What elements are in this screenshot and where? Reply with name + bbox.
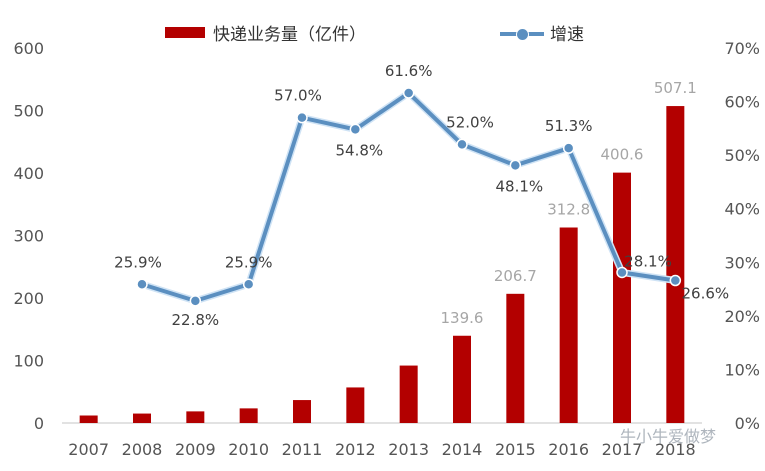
volume-bar: [293, 400, 311, 423]
legend: 快递业务量（亿件） 增速: [0, 20, 765, 48]
growth-value-label: 61.6%: [385, 62, 433, 80]
volume-bar: [239, 408, 258, 423]
x-axis-tick: 2010: [228, 440, 269, 459]
volume-bar: [399, 365, 418, 423]
growth-line: [141, 91, 676, 303]
growth-value-label: 25.9%: [114, 253, 162, 271]
growth-value-label: 54.8%: [336, 141, 384, 159]
x-axis-tick: 2007: [68, 440, 109, 459]
bar-value-label: 139.6: [441, 309, 484, 327]
volume-bar: [453, 335, 471, 423]
legend-label-growth: 增速: [550, 25, 584, 45]
growth-marker: [349, 123, 362, 136]
left-axis-tick: 500: [13, 102, 44, 121]
growth-marker: [296, 111, 308, 124]
x-axis-tick: 2011: [282, 440, 323, 459]
right-axis-tick: 30%: [724, 253, 760, 272]
volume-bar: [666, 106, 685, 423]
x-axis-tick: 2012: [335, 440, 376, 459]
x-axis-tick: 2013: [388, 440, 429, 459]
growth-line-glow: [140, 89, 676, 305]
growth-marker: [456, 138, 468, 151]
x-axis-tick: 2015: [495, 440, 536, 459]
bar-value-label: 312.8: [547, 201, 590, 219]
right-axis-tick: 0%: [735, 414, 760, 433]
volume-bar: [133, 413, 151, 423]
volume-bar: [559, 227, 578, 423]
bar-value-label: 507.1: [654, 79, 697, 97]
growth-value-label: 57.0%: [274, 87, 322, 105]
right-axis-tick: 20%: [724, 307, 760, 326]
right-axis-tick: 10%: [724, 360, 760, 379]
right-axis-tick: 60%: [724, 93, 760, 112]
growth-marker: [562, 142, 575, 154]
growth-marker: [189, 295, 202, 307]
growth-value-label: 25.9%: [225, 253, 273, 271]
volume-bar: [613, 172, 631, 423]
legend-item-growth: 增速: [500, 20, 584, 45]
x-axis-tick: 2008: [122, 440, 163, 459]
growth-value-label: 48.1%: [496, 177, 544, 195]
growth-marker: [402, 87, 415, 99]
left-axis-tick: 200: [13, 289, 44, 308]
legend-label-volume: 快递业务量（亿件）: [213, 25, 366, 45]
bar-swatch-icon: [165, 27, 205, 38]
line-marker-swatch-icon: [500, 27, 544, 41]
bar-value-label: 400.6: [601, 146, 644, 164]
growth-marker: [509, 159, 522, 172]
watermark-text: 牛小牛爱做梦: [620, 427, 716, 446]
growth-value-label: 22.8%: [172, 311, 220, 329]
left-axis-tick: 400: [13, 164, 44, 183]
right-axis-tick: 50%: [724, 146, 760, 165]
x-axis-tick: 2016: [548, 440, 589, 459]
growth-value-label: 26.6%: [682, 285, 730, 303]
legend-item-volume: 快递业务量（亿件）: [165, 20, 366, 45]
right-axis-tick: 40%: [724, 200, 760, 219]
growth-value-label: 52.0%: [446, 113, 494, 131]
x-axis-tick: 2014: [442, 440, 483, 459]
left-axis-tick: 100: [13, 352, 44, 371]
growth-marker: [136, 278, 148, 290]
x-axis-tick: 2018: [655, 440, 696, 459]
growth-marker: [669, 274, 682, 287]
volume-bar: [506, 293, 525, 423]
left-axis-tick: 0: [34, 414, 44, 433]
x-axis-tick: 2009: [175, 440, 216, 459]
x-axis-tick: 2017: [602, 440, 643, 459]
growth-value-label: 28.1%: [624, 252, 672, 270]
growth-value-label: 51.3%: [545, 117, 593, 135]
growth-marker: [616, 266, 628, 279]
volume-bar: [346, 387, 365, 423]
volume-bar: [79, 415, 98, 423]
right-axis-tick: 70%: [724, 39, 760, 58]
growth-marker: [242, 278, 255, 290]
volume-bar: [186, 411, 205, 423]
left-axis-tick: 300: [13, 227, 44, 246]
left-axis-tick: 600: [13, 39, 44, 58]
bar-value-label: 206.7: [494, 267, 537, 285]
